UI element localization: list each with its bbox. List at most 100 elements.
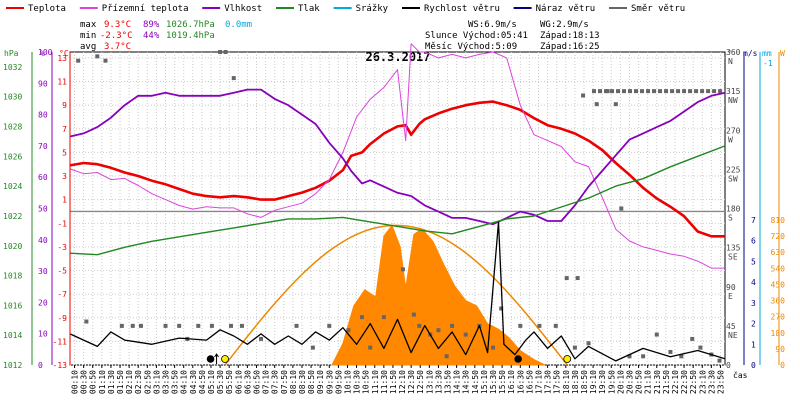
stats-max-hum: 89% <box>143 20 160 30</box>
stats-max-label: max <box>80 20 97 30</box>
x-tick-label: 08:30 <box>298 370 307 394</box>
pressure-tick-label: 1014 <box>3 331 22 340</box>
solar-tick-label: 540 <box>771 264 786 273</box>
x-tick-label: 17:50 <box>553 370 562 394</box>
wind-direction-point <box>670 89 675 94</box>
direction-name-label: SW <box>728 174 738 183</box>
x-tick-label: 22:10 <box>671 370 680 394</box>
stats-min-hum: 44% <box>143 31 160 41</box>
temp-tick-label: 5 <box>62 148 67 157</box>
solar-tick-label: 720 <box>771 232 786 241</box>
wind-tick-label: 4 <box>751 278 756 287</box>
wind-direction-point <box>327 323 332 328</box>
stats-min-temp: -2.3°C <box>100 31 133 41</box>
solar-layer <box>224 224 568 366</box>
stats-avg-label: avg <box>80 42 96 52</box>
direction-tick-label: 225 <box>726 165 741 174</box>
wind-direction-point <box>95 54 100 59</box>
wind-direction-point <box>641 354 646 359</box>
wind-direction-point <box>634 89 639 94</box>
wind-direction-point <box>712 89 717 94</box>
humidity-tick-label: 30 <box>38 267 48 276</box>
wind-direction-point <box>652 89 657 94</box>
x-tick-label: 12:10 <box>398 370 407 394</box>
x-tick-label: 23:50 <box>716 370 725 394</box>
humidity-tick-label: 80 <box>38 111 48 120</box>
x-tick-label: 00:10 <box>71 370 80 394</box>
x-tick-label: 02:10 <box>125 370 134 394</box>
wind-direction-point <box>688 89 693 94</box>
wind-direction-point <box>610 89 615 94</box>
x-tick-label: 20:10 <box>616 370 625 394</box>
legend-label: Náraz větru <box>536 4 596 14</box>
x-tick-label: 05:10 <box>207 370 216 394</box>
x-tick-label: 12:50 <box>416 370 425 394</box>
x-tick-label: 18:30 <box>571 370 580 394</box>
x-tick-label: 02:50 <box>143 370 152 394</box>
solar-tick-label: 810 <box>771 216 786 225</box>
x-tick-label: 16:10 <box>507 370 516 394</box>
x-tick-label: 22:30 <box>680 370 689 394</box>
wind-tick-label: 3 <box>751 299 756 308</box>
chart-date-title: 26.3.2017 <box>365 50 430 64</box>
wind-direction-point <box>209 323 214 328</box>
legend-item-3: Tlak <box>276 4 320 14</box>
legend-label: Přízemní teplota <box>102 4 189 14</box>
x-tick-label: 18:10 <box>562 370 571 394</box>
wind-tick-label: 5 <box>751 257 756 266</box>
x-tick-label: 21:10 <box>644 370 653 394</box>
unit-celsius: °C <box>59 49 69 58</box>
legend-label: Teplota <box>28 4 66 14</box>
wind-direction-point <box>138 323 143 328</box>
humidity-tick-label: 10 <box>38 330 48 339</box>
x-tick-label: 06:50 <box>252 370 261 394</box>
x-tick-label: 00:50 <box>89 370 98 394</box>
legend-label: Směr větru <box>631 4 685 14</box>
x-tick-label: 20:50 <box>635 370 644 394</box>
legend: Teplota Přízemní teplota Vlhkost Tlak Srážky… <box>6 4 685 14</box>
wind-direction-point <box>491 345 496 350</box>
temp-tick-label: 11 <box>57 78 67 87</box>
solar-theory-curve <box>224 224 568 366</box>
x-tick-label: 14:30 <box>462 370 471 394</box>
wind-direction-point <box>360 315 365 320</box>
direction-tick-label: 45 <box>726 322 736 331</box>
x-tick-label: 03:10 <box>152 370 161 394</box>
wind-direction-point <box>294 323 299 328</box>
x-tick-label: 21:30 <box>653 370 662 394</box>
x-tick-label: 16:30 <box>516 370 525 394</box>
wind-direction-point <box>676 89 681 94</box>
stats-max-rain: 0.0mm <box>225 20 252 30</box>
legend-item-7: Směr větru <box>609 4 685 14</box>
wind-direction-point <box>679 354 684 359</box>
solar-radiation-area <box>331 224 546 366</box>
wind-direction-point <box>564 276 569 281</box>
x-tick-label: 07:50 <box>280 370 289 394</box>
unit-percent: % <box>40 49 45 58</box>
wind-direction-point <box>130 323 135 328</box>
wind-direction-point <box>690 336 695 341</box>
x-tick-label: 19:30 <box>598 370 607 394</box>
wind-direction-point <box>698 345 703 350</box>
unit-time: čas <box>733 370 748 380</box>
solar-tick-label: 270 <box>771 313 786 322</box>
x-tick-label: 12:30 <box>407 370 416 394</box>
x-tick-label: 15:30 <box>489 370 498 394</box>
x-tick-label: 01:50 <box>116 370 125 394</box>
wind-direction-point <box>594 102 599 107</box>
humidity-tick-label: 100 <box>38 48 53 57</box>
x-tick-label: 23:30 <box>707 370 716 394</box>
wind-direction-point <box>622 89 627 94</box>
wind-direction-point <box>682 89 687 94</box>
temp-tick-label: 3 <box>62 172 67 181</box>
direction-name-label: W <box>728 135 733 144</box>
wind-direction-point <box>381 315 386 320</box>
wind-direction-point <box>627 354 632 359</box>
direction-tick-label: 270 <box>726 126 741 135</box>
x-tick-label: 18:50 <box>580 370 589 394</box>
wind-direction-point <box>436 328 441 333</box>
direction-name-label: NE <box>728 331 738 340</box>
temp-tick-label: 9 <box>62 101 67 110</box>
pressure-tick-label: 1022 <box>3 212 22 221</box>
